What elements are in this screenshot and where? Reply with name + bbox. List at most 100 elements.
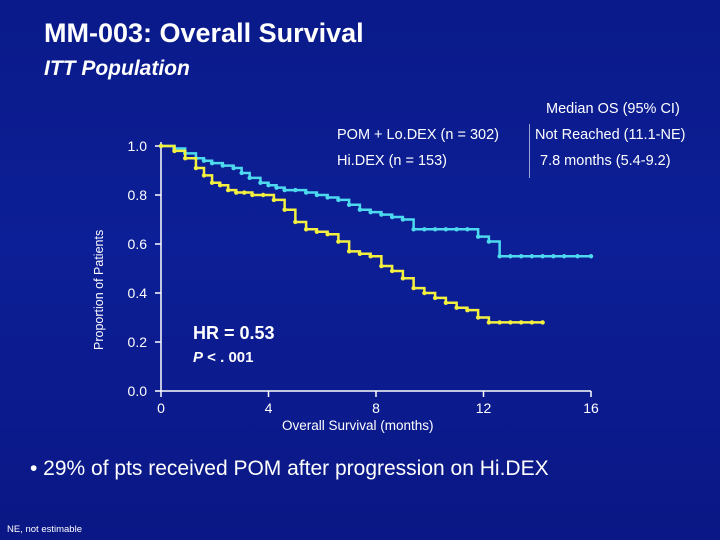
data-point-pom <box>561 254 567 259</box>
data-point-hidex <box>540 320 545 325</box>
slide-subtitle: ITT Population <box>44 57 190 80</box>
data-point-hidex <box>336 239 341 244</box>
data-point-pom <box>551 254 556 259</box>
data-point-pom <box>486 239 492 244</box>
legend-label-pom: POM + Lo.DEX (n = 302) <box>337 127 499 143</box>
data-point-hidex <box>271 197 277 203</box>
x-axis-label: Overall Survival (months) <box>282 418 434 433</box>
data-point-hidex <box>158 143 164 149</box>
data-point-hidex <box>454 305 459 310</box>
data-point-hidex <box>400 276 406 281</box>
data-point-pom <box>357 207 363 212</box>
data-point-hidex <box>389 268 395 274</box>
data-point-hidex <box>234 190 239 195</box>
data-point-hidex <box>260 192 266 198</box>
data-point-pom <box>588 254 594 259</box>
data-point-pom <box>239 170 244 176</box>
data-point-hidex <box>172 148 177 154</box>
series-line-hidex <box>161 144 543 324</box>
data-point-pom <box>540 254 545 259</box>
data-point-hidex <box>209 180 215 185</box>
data-point-pom <box>247 175 252 181</box>
data-point-pom <box>314 192 320 198</box>
hazard-ratio: HR = 0.53 <box>193 323 275 343</box>
data-point-pom <box>497 254 502 259</box>
bullet-point: • 29% of pts received POM after progress… <box>30 457 549 480</box>
data-point-pom <box>529 254 535 259</box>
data-point-hidex <box>443 300 449 305</box>
p-value: P < . 001 <box>193 349 253 366</box>
data-point-hidex <box>250 192 255 198</box>
data-point-pom <box>411 227 416 232</box>
data-point-pom <box>293 187 298 193</box>
data-point-hidex <box>432 295 438 301</box>
p-value-text: < . 001 <box>203 349 254 366</box>
data-point-pom <box>508 254 513 259</box>
y-tick-label: 1.0 <box>128 138 148 154</box>
y-tick-label: 0.0 <box>128 383 148 399</box>
legend-median-header: Median OS (95% CI) <box>546 101 680 117</box>
data-point-pom <box>303 190 309 195</box>
x-tick-label: 8 <box>372 400 380 416</box>
x-tick-label: 4 <box>265 400 273 416</box>
data-point-hidex <box>325 232 330 237</box>
data-point-pom <box>432 227 438 232</box>
data-point-pom <box>518 254 524 259</box>
legend-label-hidex: Hi.DEX (n = 153) <box>337 153 448 169</box>
data-point-pom <box>575 254 580 259</box>
data-point-pom <box>346 202 352 207</box>
legend-median-pom: Not Reached (11.1-NE) <box>535 127 686 143</box>
data-point-hidex <box>217 183 223 188</box>
data-point-hidex <box>293 219 298 225</box>
data-point-pom <box>325 195 330 200</box>
data-point-pom <box>454 227 459 232</box>
data-point-hidex <box>242 190 247 195</box>
data-point-pom <box>266 183 271 188</box>
p-value-symbol: P <box>193 349 204 366</box>
slide-title: MM-003: Overall Survival <box>44 18 364 48</box>
x-tick-label: 0 <box>157 400 165 416</box>
legend-divider <box>529 124 530 178</box>
y-tick-label: 0.8 <box>128 187 148 203</box>
data-point-pom <box>465 227 470 232</box>
data-point-pom <box>379 212 384 217</box>
data-point-pom <box>475 234 481 239</box>
data-point-pom <box>220 163 226 168</box>
data-point-hidex <box>508 320 513 325</box>
data-point-pom <box>336 197 341 203</box>
data-point-pom <box>258 180 263 185</box>
x-tick-label: 12 <box>476 400 492 416</box>
data-point-pom <box>282 187 287 193</box>
data-point-hidex <box>497 320 502 325</box>
y-tick-label: 0.6 <box>128 236 148 252</box>
y-tick-label: 0.2 <box>128 334 148 350</box>
data-point-hidex <box>182 156 188 161</box>
series-line-pom <box>161 144 591 258</box>
data-point-hidex <box>379 263 384 269</box>
data-point-pom <box>422 227 427 232</box>
y-tick-label: 0.4 <box>128 285 148 301</box>
data-point-pom <box>400 217 406 222</box>
footnote: NE, not estimable <box>7 524 82 535</box>
data-point-hidex <box>368 254 373 259</box>
data-point-hidex <box>201 173 207 178</box>
data-point-pom <box>389 214 395 220</box>
data-point-hidex <box>411 285 416 291</box>
data-point-hidex <box>225 187 231 193</box>
data-point-hidex <box>486 320 492 325</box>
data-point-pom <box>443 227 449 232</box>
data-point-pom <box>368 209 373 215</box>
data-point-hidex <box>314 229 320 234</box>
x-tick-label: 16 <box>583 400 599 416</box>
data-point-hidex <box>357 251 363 256</box>
data-point-hidex <box>518 320 524 325</box>
data-point-pom <box>231 165 236 171</box>
data-point-pom <box>201 158 207 163</box>
data-point-pom <box>209 160 215 166</box>
data-point-hidex <box>475 315 481 320</box>
data-point-pom <box>274 185 279 190</box>
data-point-hidex <box>303 227 309 232</box>
legend-median-hidex: 7.8 months (5.4-9.2) <box>540 153 671 169</box>
data-point-hidex <box>465 307 470 313</box>
